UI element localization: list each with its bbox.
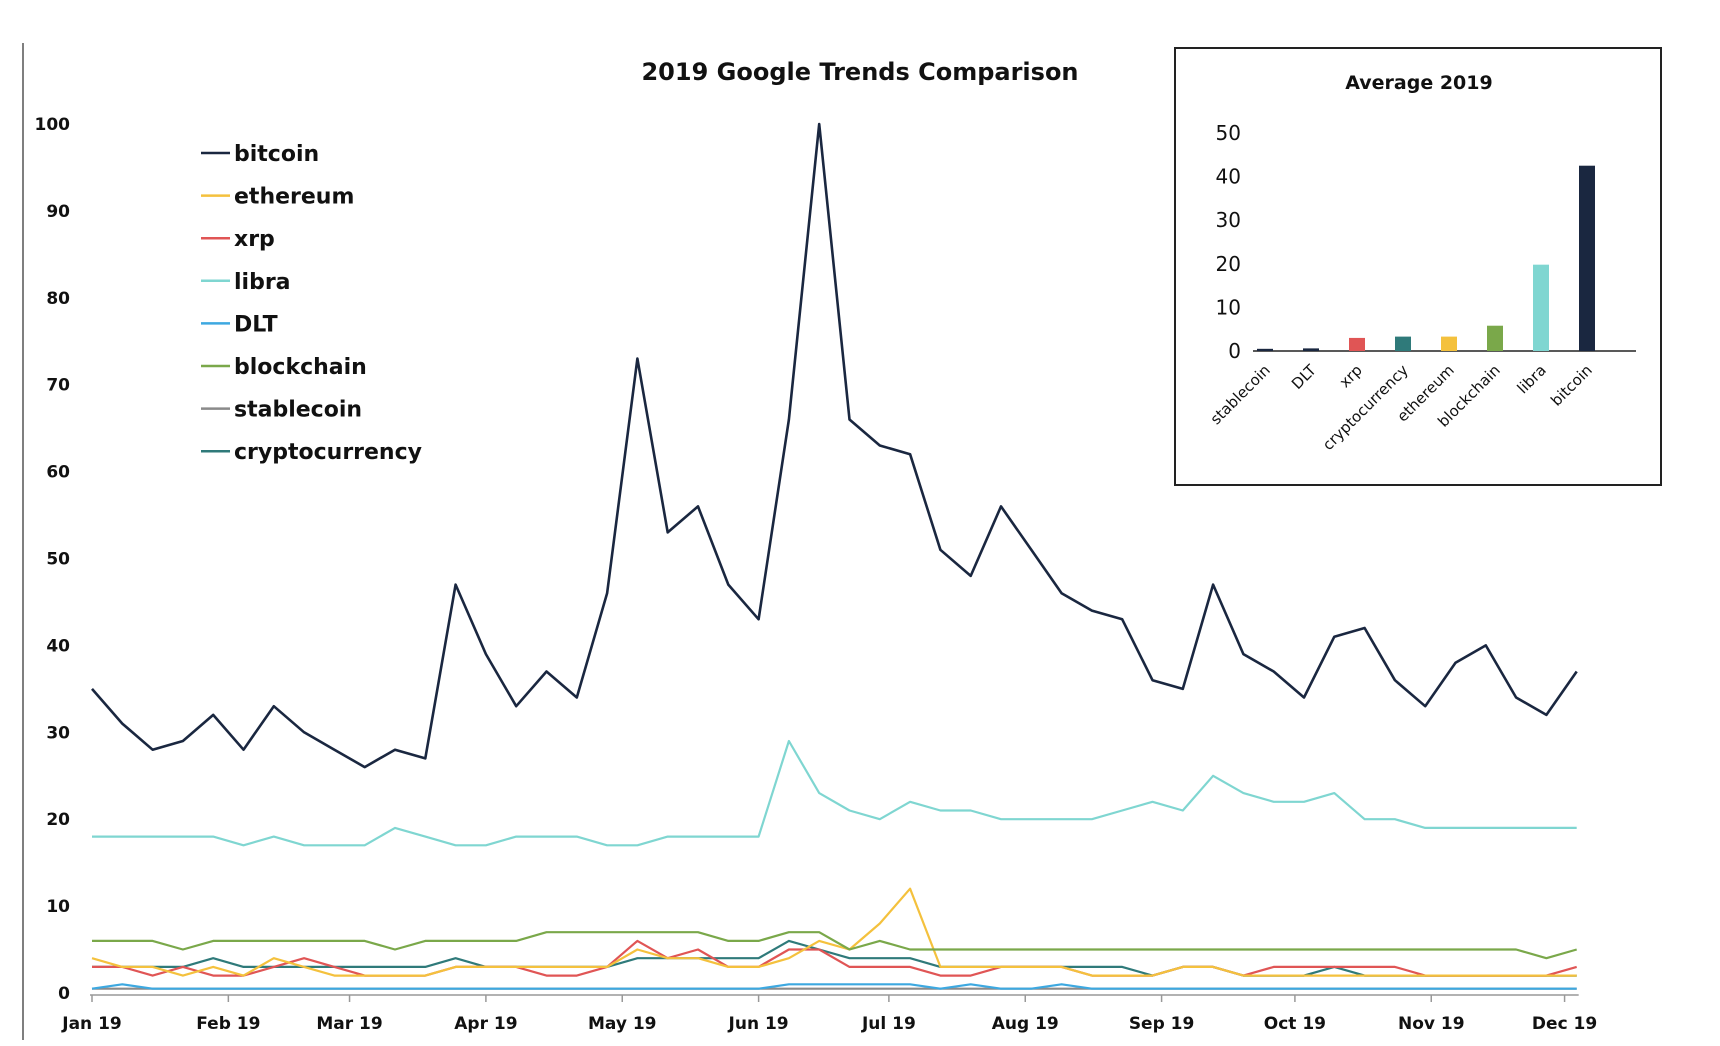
inset-y-tick-label-40: 40	[1216, 165, 1241, 189]
x-tick-label: Jan 19	[61, 1014, 121, 1034]
inset-bar-blockchain	[1487, 325, 1503, 351]
series-line-bitcoin	[91, 122, 1578, 769]
x-tick-label: Jul 19	[861, 1014, 916, 1034]
x-tick-label: Dec 19	[1532, 1014, 1597, 1034]
inset-bar-xrp	[1349, 337, 1365, 351]
legend-label-libra: libra	[234, 270, 291, 295]
legend-label-dlt: DLT	[234, 312, 278, 337]
y-tick-label-30: 30	[46, 723, 70, 743]
inset-category-label-stablecoin: stablecoin	[1207, 361, 1274, 428]
inset-bars	[1257, 165, 1595, 351]
legend-label-bitcoin: bitcoin	[234, 142, 319, 167]
series-line-dlt	[91, 983, 1577, 990]
y-tick-label-90: 90	[46, 202, 70, 222]
inset-average-panel: Average 2019 0 10 20 30 40 50 stablecoin DLT xr…	[1174, 47, 1662, 486]
y-tick-label-100: 100	[35, 115, 71, 135]
series-line-blockchain	[92, 931, 1578, 960]
y-tick-label-10: 10	[46, 897, 70, 917]
y-tick-label-50: 50	[46, 550, 70, 570]
x-tick-label: Oct 19	[1264, 1014, 1326, 1034]
inset-bar-libra	[1533, 264, 1549, 351]
legend-label-ethereum: ethereum	[234, 185, 354, 210]
legend-label-blockchain: blockchain	[234, 355, 367, 380]
chart-title: 2019 Google Trends Comparison	[641, 58, 1078, 86]
inset-category-label-xrp: xrp	[1336, 361, 1366, 391]
x-tick-label: Apr 19	[454, 1014, 517, 1034]
x-tick-label: Jun 19	[728, 1014, 789, 1034]
series-line-libra	[92, 739, 1577, 847]
series-lines	[91, 122, 1578, 990]
inset-bar-bitcoin	[1579, 165, 1595, 351]
x-tick-label: Mar 19	[316, 1014, 382, 1034]
y-tick-label-60: 60	[46, 463, 70, 483]
inset-y-tick-label-20: 20	[1216, 252, 1241, 276]
x-tick-label: May 19	[588, 1014, 657, 1034]
legend-label-xrp: xrp	[234, 227, 275, 252]
y-tick-label-40: 40	[46, 636, 70, 656]
inset-bar-chart: Average 2019 0 10 20 30 40 50 stablecoin DLT xr…	[1207, 72, 1636, 454]
y-tick-label-0: 0	[58, 984, 70, 1004]
y-axis-ticks: 0 10 20 30 40 50 60 70 80 90 100	[35, 115, 71, 1004]
series-line-ethereum	[91, 887, 1577, 977]
inset-y-tick-label-50: 50	[1216, 121, 1241, 145]
inset-bar-DLT	[1303, 348, 1319, 351]
inset-title: Average 2019	[1345, 72, 1492, 94]
inset-bar-stablecoin	[1257, 348, 1273, 351]
inset-bar-cryptocurrency	[1395, 336, 1411, 351]
inset-y-tick-label-0: 0	[1228, 339, 1241, 363]
series-line-cryptocurrency	[92, 939, 1577, 977]
x-tick-label: Feb 19	[196, 1014, 260, 1034]
series-line-xrp	[92, 939, 1578, 977]
legend-label-cryptocurrency: cryptocurrency	[234, 440, 422, 465]
inset-y-tick-label-10: 10	[1216, 295, 1241, 319]
legend: bitcoin ethereum xrp libra DLT blockchain stab…	[201, 142, 422, 465]
inset-category-label-bitcoin: bitcoin	[1547, 361, 1596, 410]
inset-bar-ethereum	[1441, 336, 1457, 351]
x-axis-ticks: Jan 19 Feb 19 Mar 19 Apr 19 May 19 Jun 19 Jul …	[61, 995, 1597, 1034]
inset-category-labels: stablecoin DLT xrpcryptocurrencyethereumbl…	[1207, 361, 1596, 454]
y-tick-label-20: 20	[46, 810, 70, 830]
inset-category-label-libra: libra	[1514, 361, 1550, 397]
legend-label-stablecoin: stablecoin	[234, 398, 362, 423]
x-tick-label: Sep 19	[1129, 1014, 1195, 1034]
inset-category-label-DLT: DLT	[1288, 361, 1320, 393]
inset-y-axis-ticks: 0 10 20 30 40 50	[1216, 121, 1241, 363]
y-tick-label-80: 80	[46, 289, 70, 309]
y-tick-label-70: 70	[46, 376, 70, 396]
x-tick-label: Aug 19	[992, 1014, 1059, 1034]
x-tick-label: Nov 19	[1398, 1014, 1465, 1034]
inset-y-tick-label-30: 30	[1216, 208, 1241, 232]
